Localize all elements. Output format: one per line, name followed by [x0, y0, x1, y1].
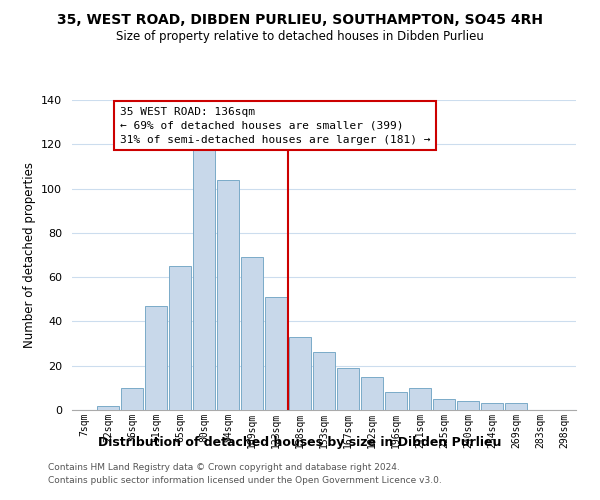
Bar	[145, 306, 167, 410]
Bar	[241, 257, 263, 410]
Bar	[313, 352, 335, 410]
Bar	[361, 377, 383, 410]
Bar	[505, 404, 527, 410]
Bar	[121, 388, 143, 410]
Text: Size of property relative to detached houses in Dibden Purlieu: Size of property relative to detached ho…	[116, 30, 484, 43]
Y-axis label: Number of detached properties: Number of detached properties	[23, 162, 35, 348]
Bar	[481, 404, 503, 410]
Text: 35, WEST ROAD, DIBDEN PURLIEU, SOUTHAMPTON, SO45 4RH: 35, WEST ROAD, DIBDEN PURLIEU, SOUTHAMPT…	[57, 12, 543, 26]
Text: Contains public sector information licensed under the Open Government Licence v3: Contains public sector information licen…	[48, 476, 442, 485]
Bar	[409, 388, 431, 410]
Bar	[97, 406, 119, 410]
Text: 35 WEST ROAD: 136sqm
← 69% of detached houses are smaller (399)
31% of semi-deta: 35 WEST ROAD: 136sqm ← 69% of detached h…	[120, 106, 431, 144]
Bar	[337, 368, 359, 410]
Bar	[289, 337, 311, 410]
Bar	[193, 148, 215, 410]
Bar	[433, 399, 455, 410]
Bar	[457, 401, 479, 410]
Text: Distribution of detached houses by size in Dibden Purlieu: Distribution of detached houses by size …	[98, 436, 502, 449]
Bar	[169, 266, 191, 410]
Bar	[385, 392, 407, 410]
Bar	[265, 297, 287, 410]
Text: Contains HM Land Registry data © Crown copyright and database right 2024.: Contains HM Land Registry data © Crown c…	[48, 464, 400, 472]
Bar	[217, 180, 239, 410]
